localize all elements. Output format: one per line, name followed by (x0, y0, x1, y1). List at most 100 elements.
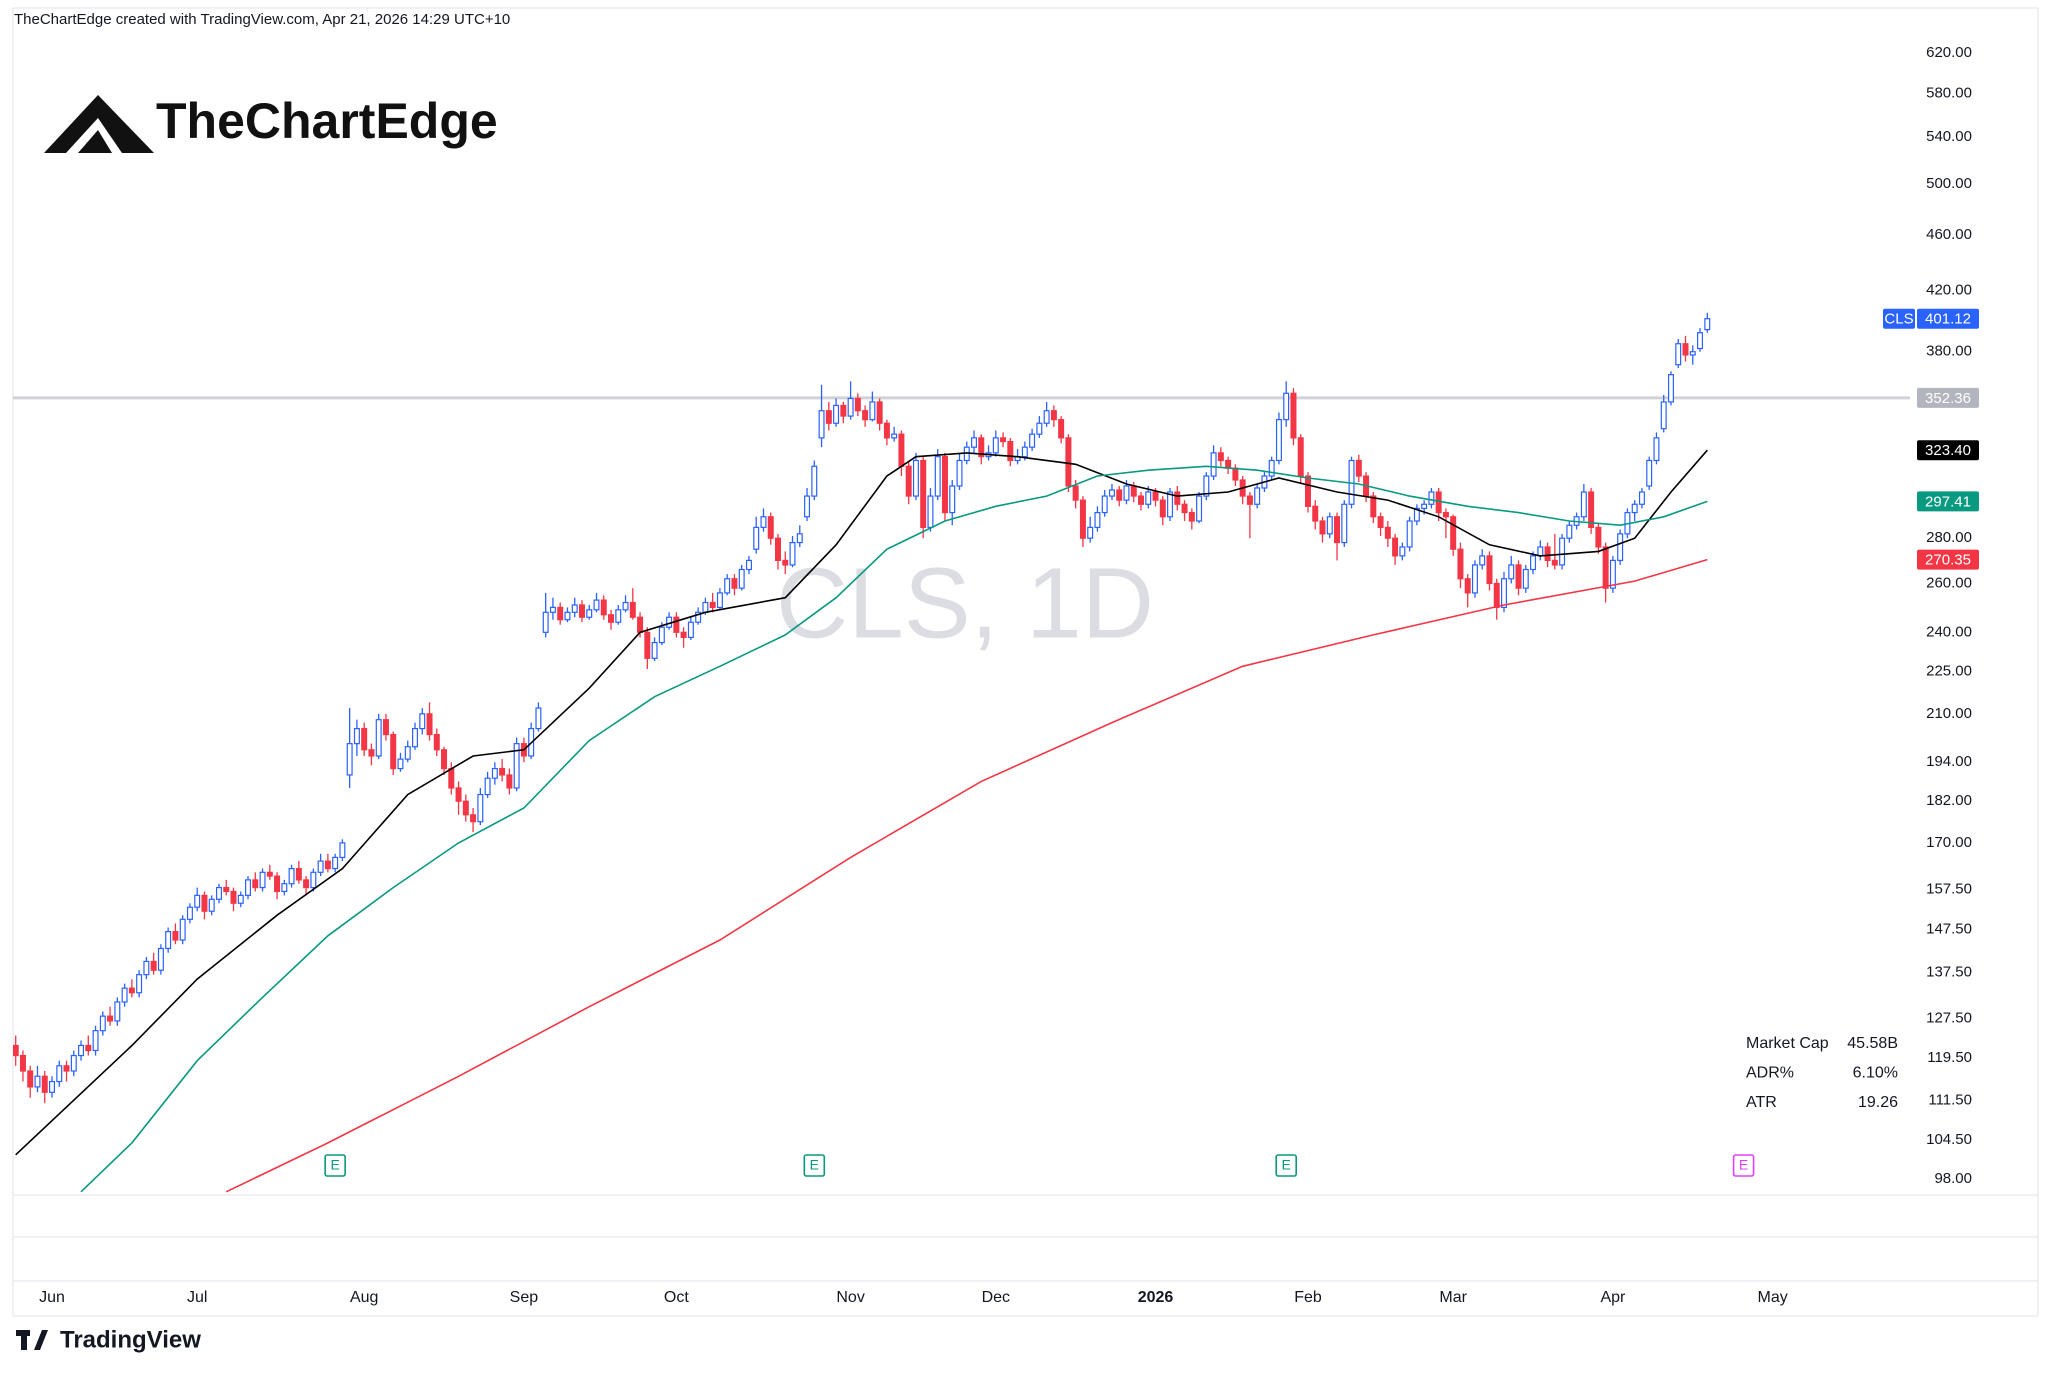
candle-body (941, 456, 948, 514)
candle-body (194, 894, 201, 908)
x-tick-label: Apr (1600, 1289, 1626, 1306)
earnings-marker (803, 1154, 826, 1177)
candle-body (441, 749, 448, 770)
candle-body (1130, 485, 1137, 497)
candle-body (1638, 491, 1645, 505)
candle-body (1370, 495, 1377, 518)
price-tag (1917, 308, 1979, 329)
brand-name: TheChartEdge (156, 93, 498, 149)
candle-body (1297, 437, 1304, 477)
candle-body (1602, 546, 1609, 589)
candle-body (448, 767, 455, 789)
y-tick-label: 260.00 (1926, 574, 1972, 591)
earnings-marker-label: E (330, 1157, 339, 1173)
candle-body (1559, 537, 1566, 566)
candle-body (1580, 491, 1587, 518)
footer-logo (16, 1330, 48, 1350)
candle-body (637, 616, 644, 633)
candle-body (695, 611, 702, 623)
candle-body (745, 559, 752, 571)
candle-body (382, 719, 389, 736)
candle-body (709, 601, 716, 608)
brand-logo (44, 95, 154, 153)
candle-body (390, 733, 397, 770)
candle-body (1275, 419, 1282, 462)
price-tag-label: 270.35 (1925, 552, 1971, 569)
candle-body (898, 433, 905, 467)
candle-body (1493, 582, 1500, 608)
x-tick-label: Jun (39, 1289, 65, 1306)
candle-body (535, 707, 542, 730)
candle-body (1704, 318, 1711, 331)
candle-body (600, 599, 607, 616)
candle-body (375, 719, 382, 757)
candle-body (963, 446, 970, 462)
candle-body (368, 749, 375, 757)
candle-body (840, 404, 847, 417)
candle-body (346, 743, 353, 776)
candle-body (1065, 437, 1072, 487)
candle-body (760, 516, 767, 528)
candle-body (48, 1080, 55, 1093)
candle-body (905, 465, 912, 497)
price-tag (1917, 491, 1979, 512)
candle-body (317, 860, 324, 873)
credit-line: TheChartEdge created with TradingView.co… (14, 11, 510, 28)
stat-value: 45.58B (1847, 1035, 1898, 1052)
candle-body (753, 526, 760, 550)
candle-body (1188, 511, 1195, 522)
candle-body (1377, 516, 1384, 528)
candle-body (1108, 489, 1115, 497)
candle-body (891, 433, 898, 439)
candle-body (1421, 503, 1428, 510)
candle-body (143, 960, 150, 976)
candle-body (412, 727, 419, 748)
candle-body (237, 894, 244, 904)
candle-body (477, 793, 484, 823)
y-tick-label: 380.00 (1926, 343, 1972, 360)
candle-body (1137, 495, 1144, 505)
candle-body (1617, 533, 1624, 561)
candle-body (56, 1065, 63, 1083)
candle-body (78, 1044, 85, 1057)
candle-body (1450, 516, 1457, 550)
candle-body (542, 611, 549, 633)
candle-body (201, 894, 208, 912)
candle-body (1530, 555, 1537, 571)
candle-body (774, 537, 781, 561)
candle-body (1341, 503, 1348, 544)
candle-body (157, 947, 164, 971)
candle-body (462, 800, 469, 816)
candle-body (27, 1070, 34, 1088)
plot-area (13, 312, 1910, 1193)
candle-body (513, 743, 520, 789)
candle-body (1667, 374, 1674, 403)
candle-body (41, 1075, 48, 1093)
stat-label: Market Cap (1746, 1035, 1829, 1052)
candle-body (1174, 491, 1181, 505)
candle-body (1588, 491, 1595, 528)
candle-body (172, 931, 179, 941)
candle-body (724, 578, 731, 594)
candle-body (288, 867, 295, 885)
candle-body (433, 733, 440, 751)
candle-body (1537, 546, 1544, 557)
candle-body (252, 879, 259, 889)
candle-body (186, 906, 193, 920)
y-tick-label: 170.00 (1926, 834, 1972, 851)
y-tick-label: 540.00 (1926, 128, 1972, 145)
candle-body (324, 860, 331, 870)
candle-body (404, 746, 411, 760)
candle-body (1392, 537, 1399, 557)
candle-body (644, 631, 651, 659)
candle-body (549, 606, 556, 613)
candle-body (128, 987, 135, 994)
candle-body (811, 465, 818, 497)
candle-body (716, 592, 723, 608)
candle-body (1217, 452, 1224, 462)
footer-brand: TradingView (60, 1326, 201, 1353)
candle-body (564, 611, 571, 621)
candle-body (63, 1065, 70, 1072)
earnings-marker (1275, 1154, 1297, 1177)
candle-body (796, 533, 803, 544)
